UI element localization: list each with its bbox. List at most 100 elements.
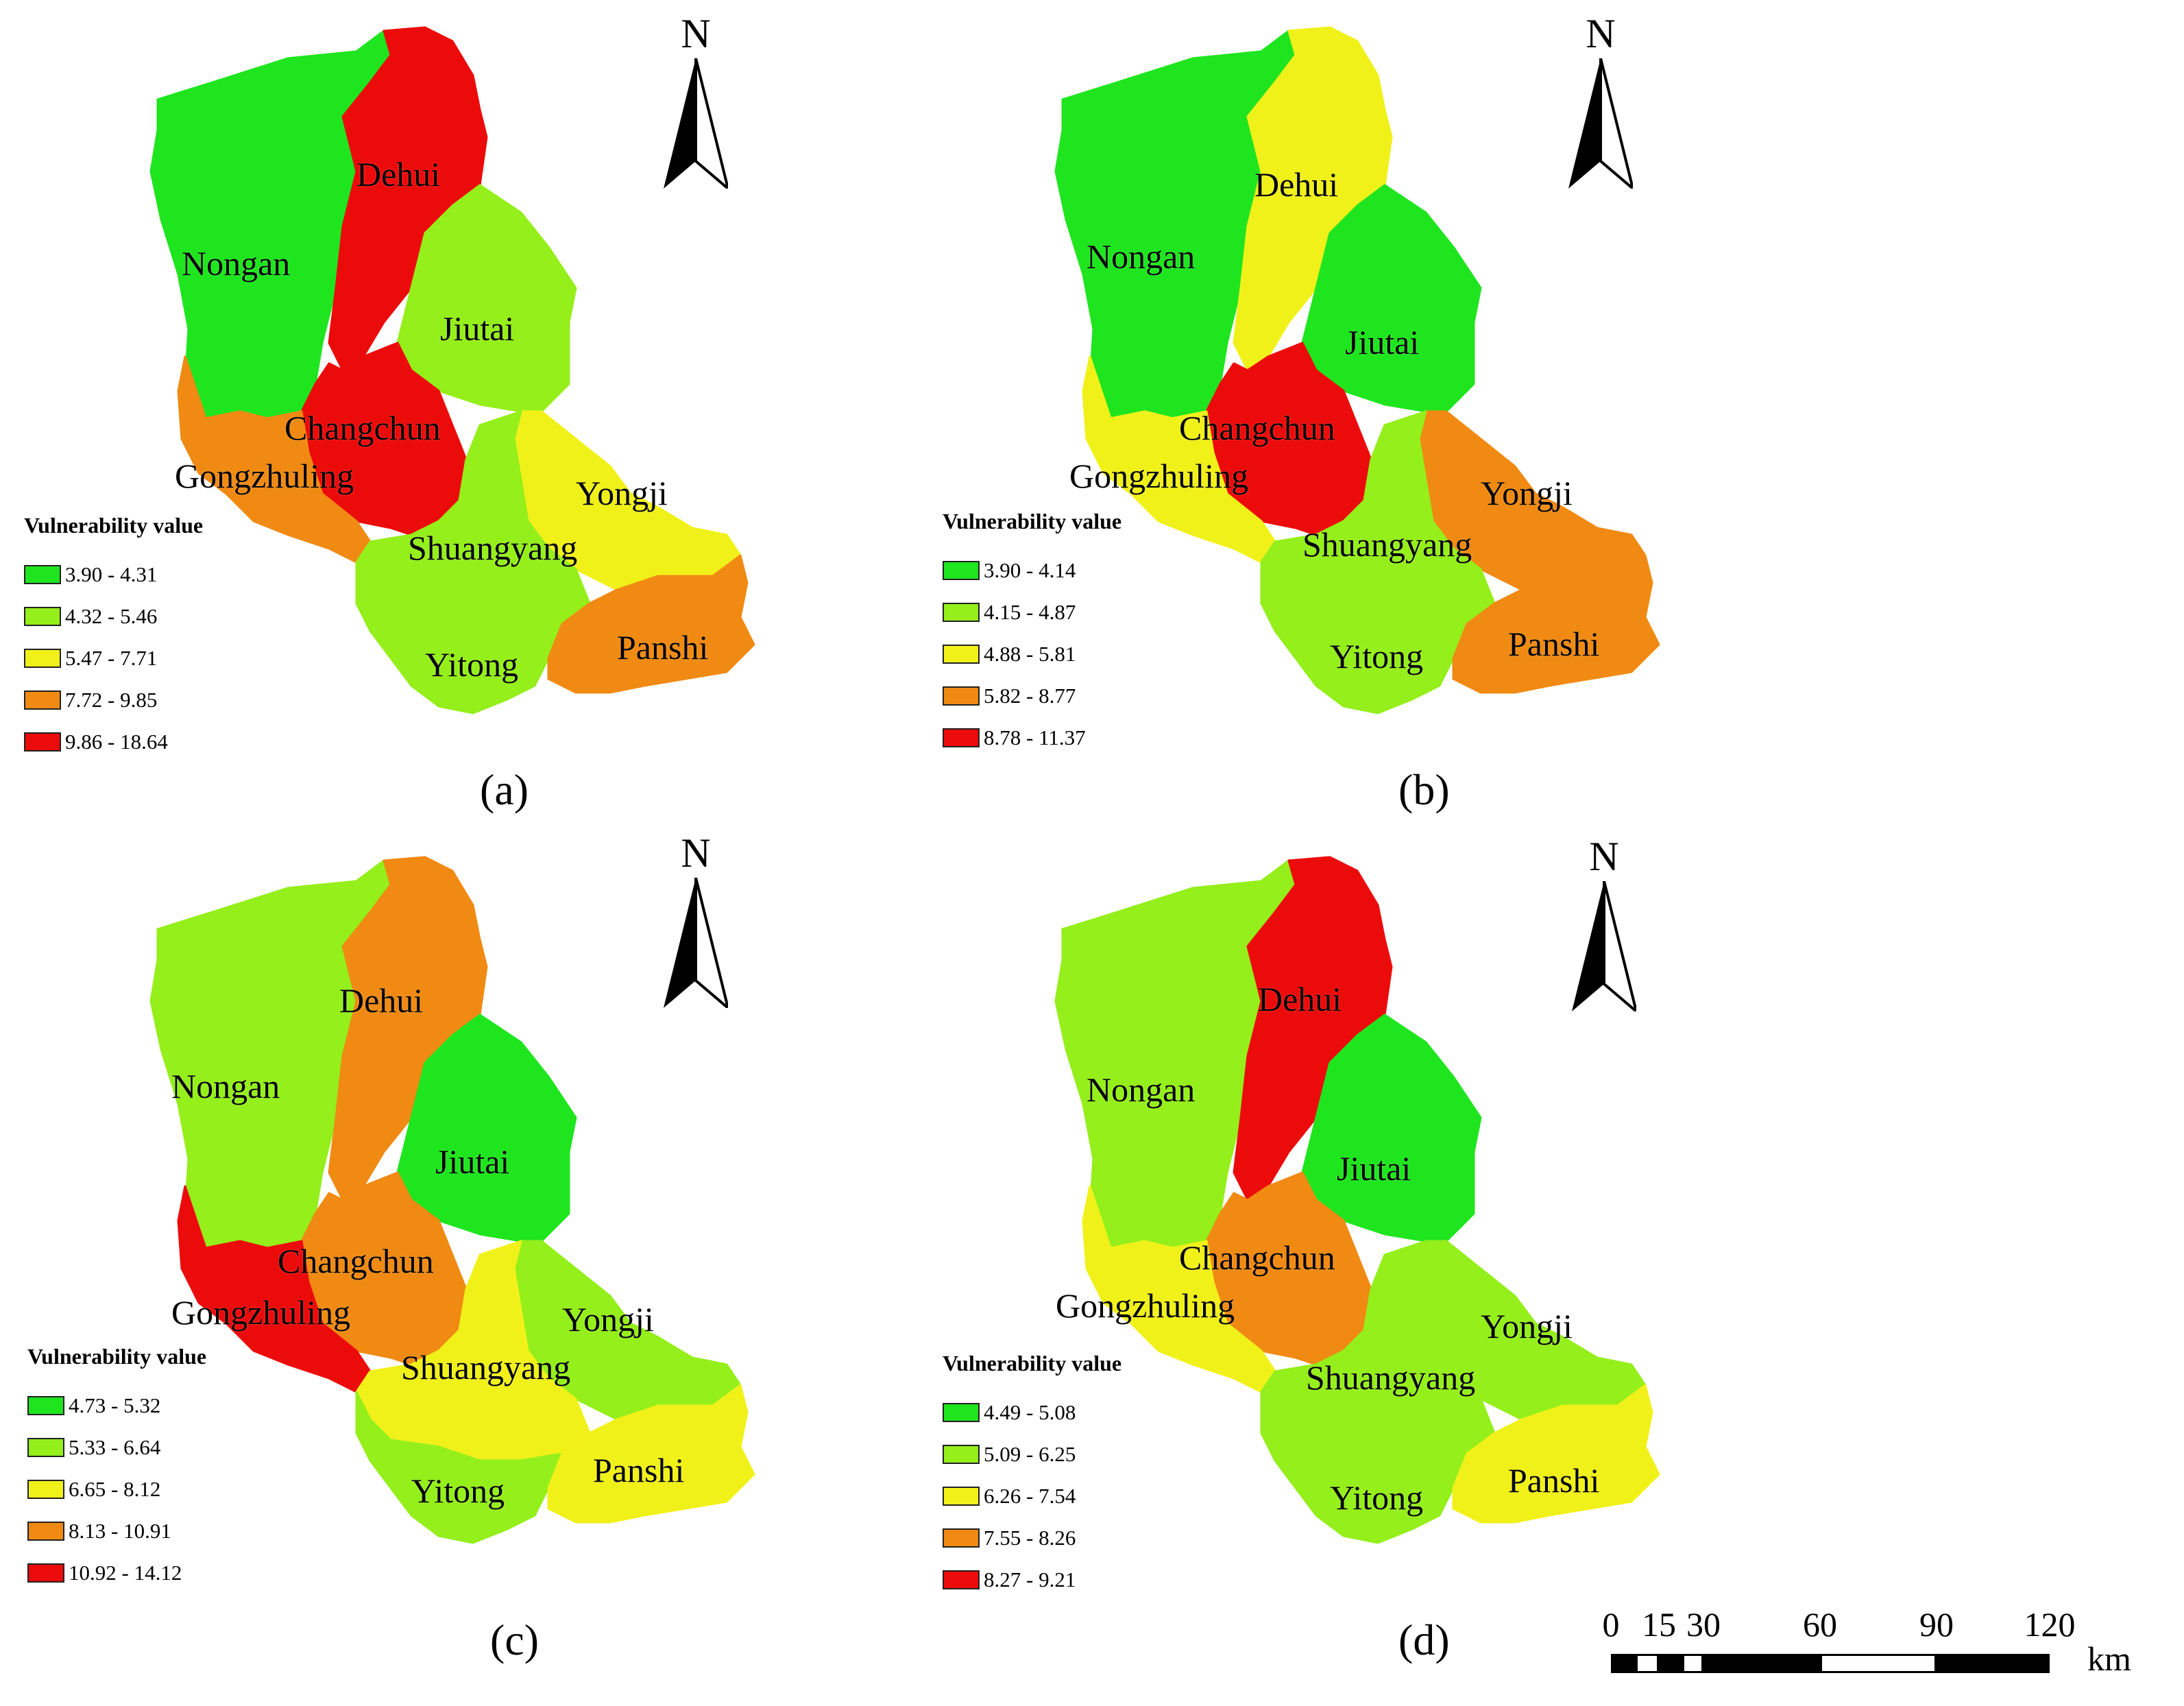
legend-label: 10.92 - 14.12 [69,1560,182,1585]
county-region-panshi [1452,554,1660,694]
panel-caption: (a) [480,765,529,814]
legend-swatch [943,560,980,580]
label-jiutai: Jiutai [1337,1149,1411,1188]
legend-swatch [943,644,980,664]
county-region-yitong [355,561,563,714]
label-panshi: Panshi [617,628,709,666]
county-region-yitong [355,1391,563,1544]
label-yitong: Yitong [1330,1478,1424,1517]
label-gongzhuling: Gongzhuling [175,457,354,495]
scale-segment [1820,1654,1937,1673]
panel-caption: (c) [490,1615,539,1664]
legend-swatch [943,1444,980,1464]
legend-label: 7.55 - 8.26 [984,1525,1076,1550]
legend-item: 3.90 - 4.31 [24,553,203,595]
label-gongzhuling: Gongzhuling [171,1293,351,1332]
label-jiutai: Jiutai [440,309,515,348]
legend-item: 8.27 - 9.21 [943,1559,1121,1600]
legend-label: 3.90 - 4.14 [984,557,1076,582]
north-arrow: N [658,10,733,189]
legend-swatch [943,602,980,622]
label-gongzhuling: Gongzhuling [1069,457,1249,495]
label-panshi: Panshi [1508,625,1600,663]
label-jiutai: Jiutai [1345,323,1420,361]
legend-item: 4.73 - 5.32 [27,1384,206,1426]
legend-label: 5.33 - 6.64 [69,1434,161,1459]
legend-title: Vulnerability value [943,1351,1122,1375]
legend-item: 5.47 - 7.71 [24,637,203,679]
map-panel-d: Dehui Nongan Jiutai Changchun Gongzhulin… [905,830,1997,1683]
legend-item: 5.82 - 8.77 [943,675,1121,717]
label-nongan: Nongan [1087,237,1196,276]
legend-label: 4.73 - 5.32 [69,1393,161,1417]
label-yongji: Yongji [1481,1307,1573,1345]
label-changchun: Changchun [1179,409,1335,447]
county-region-dehui [1233,856,1393,1201]
county-map [149,856,755,1544]
legend-item: 8.78 - 11.37 [943,717,1121,758]
label-changchun: Changchun [1179,1238,1335,1277]
label-yitong: Yitong [1330,637,1424,675]
legend-swatch [943,1402,980,1422]
legend-item: 4.15 - 4.87 [943,591,1121,633]
legend-item: 9.86 - 18.64 [24,721,203,762]
legend-label: 8.13 - 10.91 [69,1518,171,1543]
north-arrow-icon [664,58,728,189]
label-dehui: Dehui [1258,980,1342,1018]
legend-item: 4.49 - 5.08 [943,1391,1121,1433]
scale-tick: 0 [1602,1605,1620,1644]
county-region-nongan [1054,29,1297,420]
legend-swatch [27,1437,64,1457]
map-panel-b: Dehui Nongan Jiutai Changchun Gongzhulin… [905,0,1997,853]
label-nongan: Nongan [182,244,291,283]
panel-caption: (b) [1398,765,1450,814]
scale-segment [1703,1654,1820,1673]
legend-label: 4.49 - 5.08 [984,1399,1076,1424]
legend: Vulnerability value 4.73 - 5.32 5.33 - 6… [27,1344,206,1594]
legend-title: Vulnerability value [943,509,1122,533]
scale-tick: 60 [1803,1605,1837,1644]
legend-label: 5.47 - 7.71 [65,645,158,670]
north-arrow-icon [1572,881,1636,1011]
label-shuangyang: Shuangyang [401,1348,571,1386]
scale-tick: 120 [2024,1605,2076,1644]
label-jiutai: Jiutai [435,1142,510,1181]
county-map [1054,26,1660,714]
scale-tick: 15 [1642,1605,1676,1644]
county-region-dehui [328,26,488,372]
legend-item: 5.33 - 6.64 [27,1426,206,1468]
scale-bar: 0 15 30 60 90 120 km [1597,1605,2131,1687]
legend-label: 7.72 - 9.85 [65,687,158,712]
north-label: N [1589,834,1619,879]
label-dehui: Dehui [1254,165,1339,204]
north-arrow: N [658,830,733,1008]
legend-swatch [943,1528,980,1548]
north-label: N [681,11,711,56]
label-shuangyang: Shuangyang [408,529,578,567]
label-dehui: Dehui [339,981,424,1020]
legend-item: 7.72 - 9.85 [24,679,203,721]
legend-label: 4.32 - 5.46 [65,603,158,628]
label-shuangyang: Shuangyang [1306,1358,1476,1397]
legend-label: 6.65 - 8.12 [69,1476,161,1501]
legend-item: 10.92 - 14.12 [27,1552,206,1594]
county-region-yitong [1260,561,1468,714]
north-arrow: N [1566,833,1642,1011]
legend-item: 4.88 - 5.81 [943,633,1121,675]
north-label: N [1586,11,1616,56]
legend-item: 5.09 - 6.25 [943,1433,1121,1475]
legend-item: 8.13 - 10.91 [27,1510,206,1552]
legend-item: 6.26 - 7.54 [943,1475,1121,1517]
county-region-panshi [547,1384,755,1524]
legend-swatch [943,1486,980,1506]
legend-item: 4.32 - 5.46 [24,595,203,637]
label-gongzhuling: Gongzhuling [1056,1286,1235,1325]
scale-segment [1682,1654,1703,1673]
legend-label: 8.27 - 9.21 [984,1567,1076,1591]
legend-swatch [943,1570,980,1589]
county-region-yitong [1260,1391,1468,1544]
legend-swatch [24,690,61,710]
label-yitong: Yitong [411,1471,505,1510]
legend: Vulnerability value 4.49 - 5.08 5.09 - 6… [943,1351,1121,1600]
legend-label: 4.88 - 5.81 [984,641,1076,666]
